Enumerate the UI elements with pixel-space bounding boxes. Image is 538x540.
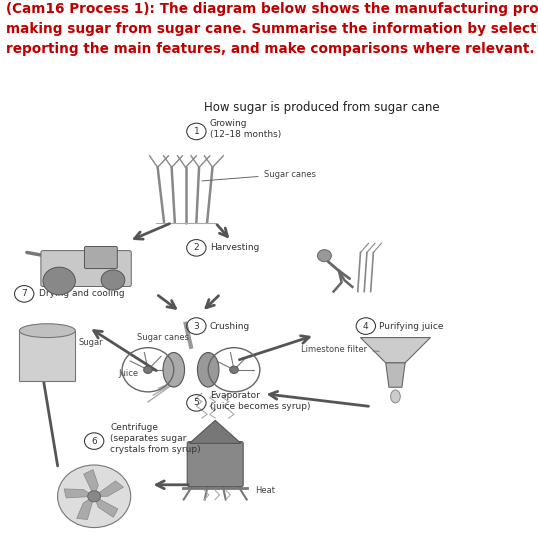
Text: 3: 3 (194, 321, 199, 330)
Text: Sugar canes: Sugar canes (137, 333, 189, 342)
Text: Centrifuge
(separates sugar
crystals from syrup): Centrifuge (separates sugar crystals fro… (110, 423, 201, 454)
Text: Sugar: Sugar (78, 338, 103, 347)
Text: Sugar canes: Sugar canes (202, 170, 316, 181)
Ellipse shape (197, 353, 219, 387)
Text: 4: 4 (363, 321, 369, 330)
Circle shape (230, 366, 238, 374)
FancyBboxPatch shape (187, 442, 243, 487)
Circle shape (101, 270, 125, 290)
Ellipse shape (163, 353, 185, 387)
FancyBboxPatch shape (41, 251, 131, 287)
Text: Drying and cooling: Drying and cooling (39, 289, 125, 299)
Text: 2: 2 (194, 244, 199, 252)
FancyBboxPatch shape (84, 246, 117, 268)
Circle shape (317, 249, 331, 262)
Text: Evaporator
(juice becomes syrup): Evaporator (juice becomes syrup) (210, 390, 310, 410)
Text: 1: 1 (194, 127, 199, 136)
Circle shape (43, 267, 75, 295)
Polygon shape (84, 470, 98, 496)
Text: Purifying juice: Purifying juice (379, 321, 444, 330)
Ellipse shape (19, 324, 75, 338)
Text: 6: 6 (91, 436, 97, 446)
Polygon shape (360, 338, 430, 363)
Text: Limestone filter: Limestone filter (301, 345, 379, 354)
Text: Juice: Juice (118, 369, 138, 378)
Polygon shape (77, 496, 94, 519)
Ellipse shape (391, 390, 400, 403)
Polygon shape (94, 481, 124, 496)
Polygon shape (189, 420, 241, 443)
Circle shape (88, 491, 101, 502)
Text: Harvesting: Harvesting (210, 244, 259, 252)
Polygon shape (386, 363, 405, 387)
Text: How sugar is produced from sugar cane: How sugar is produced from sugar cane (204, 100, 440, 113)
Polygon shape (64, 489, 94, 498)
Circle shape (58, 465, 131, 528)
Text: Heat: Heat (256, 487, 275, 495)
Polygon shape (94, 496, 118, 517)
Text: Growing
(12–18 months): Growing (12–18 months) (210, 119, 281, 139)
Text: (Cam16 Process 1): The diagram below shows the manufacturing process for
making : (Cam16 Process 1): The diagram below sho… (6, 2, 538, 57)
FancyBboxPatch shape (19, 330, 75, 381)
Text: Crushing: Crushing (210, 321, 250, 330)
Circle shape (144, 366, 152, 374)
Text: 7: 7 (22, 289, 27, 299)
Text: 5: 5 (194, 399, 199, 407)
